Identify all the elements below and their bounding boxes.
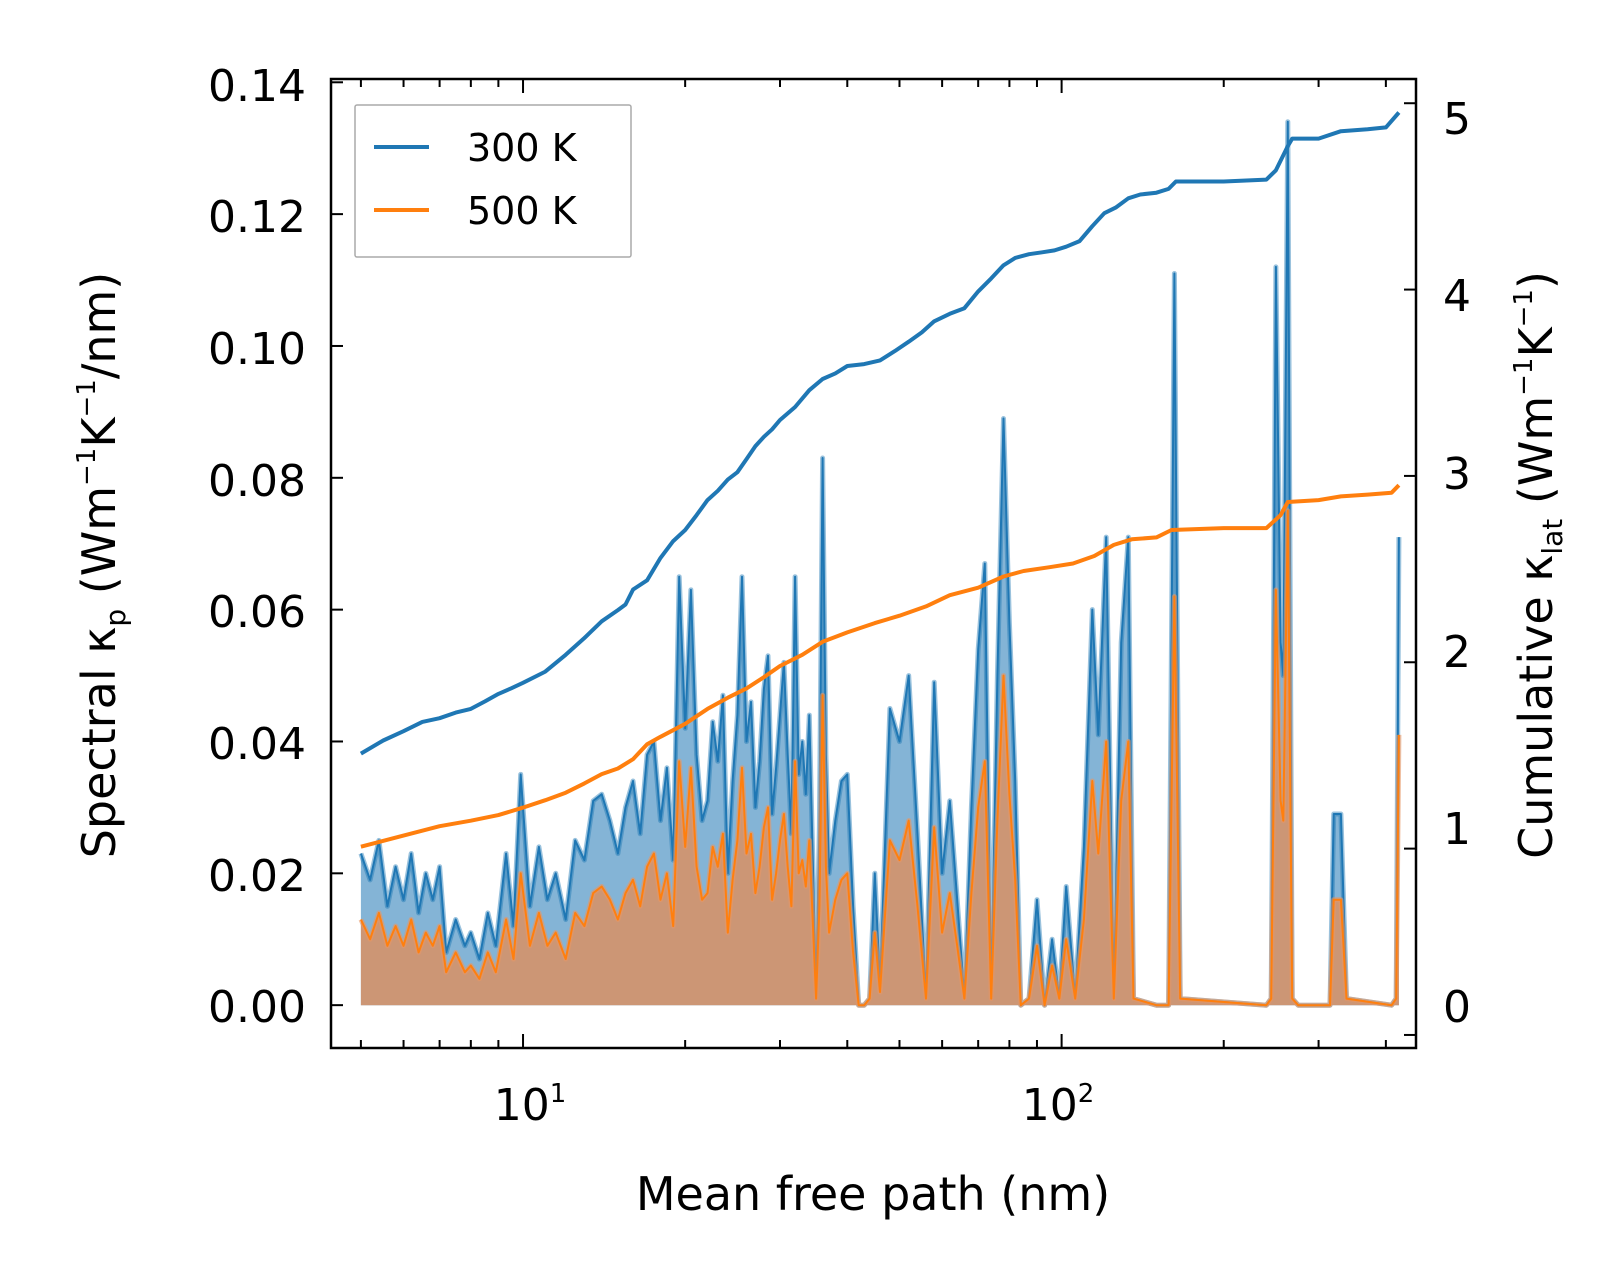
plot-frame xyxy=(329,77,1418,1050)
x-axis-title: Mean free path (nm) xyxy=(636,1167,1110,1221)
legend-label-300k: 300 K xyxy=(467,126,578,170)
y-left-tick-label: 0.08 xyxy=(208,456,306,507)
y-right-tick-label: 4 xyxy=(1443,271,1471,322)
y-right-tick-label: 2 xyxy=(1443,627,1471,678)
cumulative-line-500k xyxy=(360,483,1401,849)
y-left-tick-label: 0.06 xyxy=(208,587,306,638)
legend-label-500k: 500 K xyxy=(467,189,578,233)
legend-box xyxy=(354,104,632,258)
y-left-tick-label: 0.00 xyxy=(208,982,306,1033)
y-right-tick-label: 3 xyxy=(1443,449,1471,500)
spectral-line-300k xyxy=(359,120,1400,1007)
y-right-tick-label: 5 xyxy=(1443,94,1471,145)
x-tick-labels: 101 102 xyxy=(494,1079,1095,1131)
y-left-tick-label: 0.12 xyxy=(208,192,306,243)
y-left-tick-label: 0.02 xyxy=(208,851,306,902)
cumulative-line-300k xyxy=(359,111,1401,756)
left-tick-labels: 0.00 0.02 0.04 0.06 0.08 0.10 0.12 0.14 xyxy=(208,61,306,1033)
legend: 300 K 500 K xyxy=(354,104,632,258)
y-right-tick-label: 0 xyxy=(1443,982,1471,1033)
y-left-tick-label: 0.14 xyxy=(208,61,306,112)
right-tick-labels: 0 1 2 3 4 5 xyxy=(1443,94,1471,1033)
y-left-tick-label: 0.04 xyxy=(208,719,306,770)
y-right-axis-title: Cumulative κlat (Wm−1K−1) xyxy=(1509,271,1569,859)
ticks-layer xyxy=(331,79,1416,1048)
y-left-tick-label: 0.10 xyxy=(208,324,306,375)
y-right-tick-label: 1 xyxy=(1443,804,1471,855)
data-layer xyxy=(358,111,1402,1008)
y-left-axis-title: Spectral κp (Wm−1K−1/nm) xyxy=(72,272,132,859)
x-tick-label: 101 xyxy=(494,1079,567,1131)
x-tick-label: 102 xyxy=(1022,1079,1095,1131)
spectral-line-500k xyxy=(359,509,1400,1007)
